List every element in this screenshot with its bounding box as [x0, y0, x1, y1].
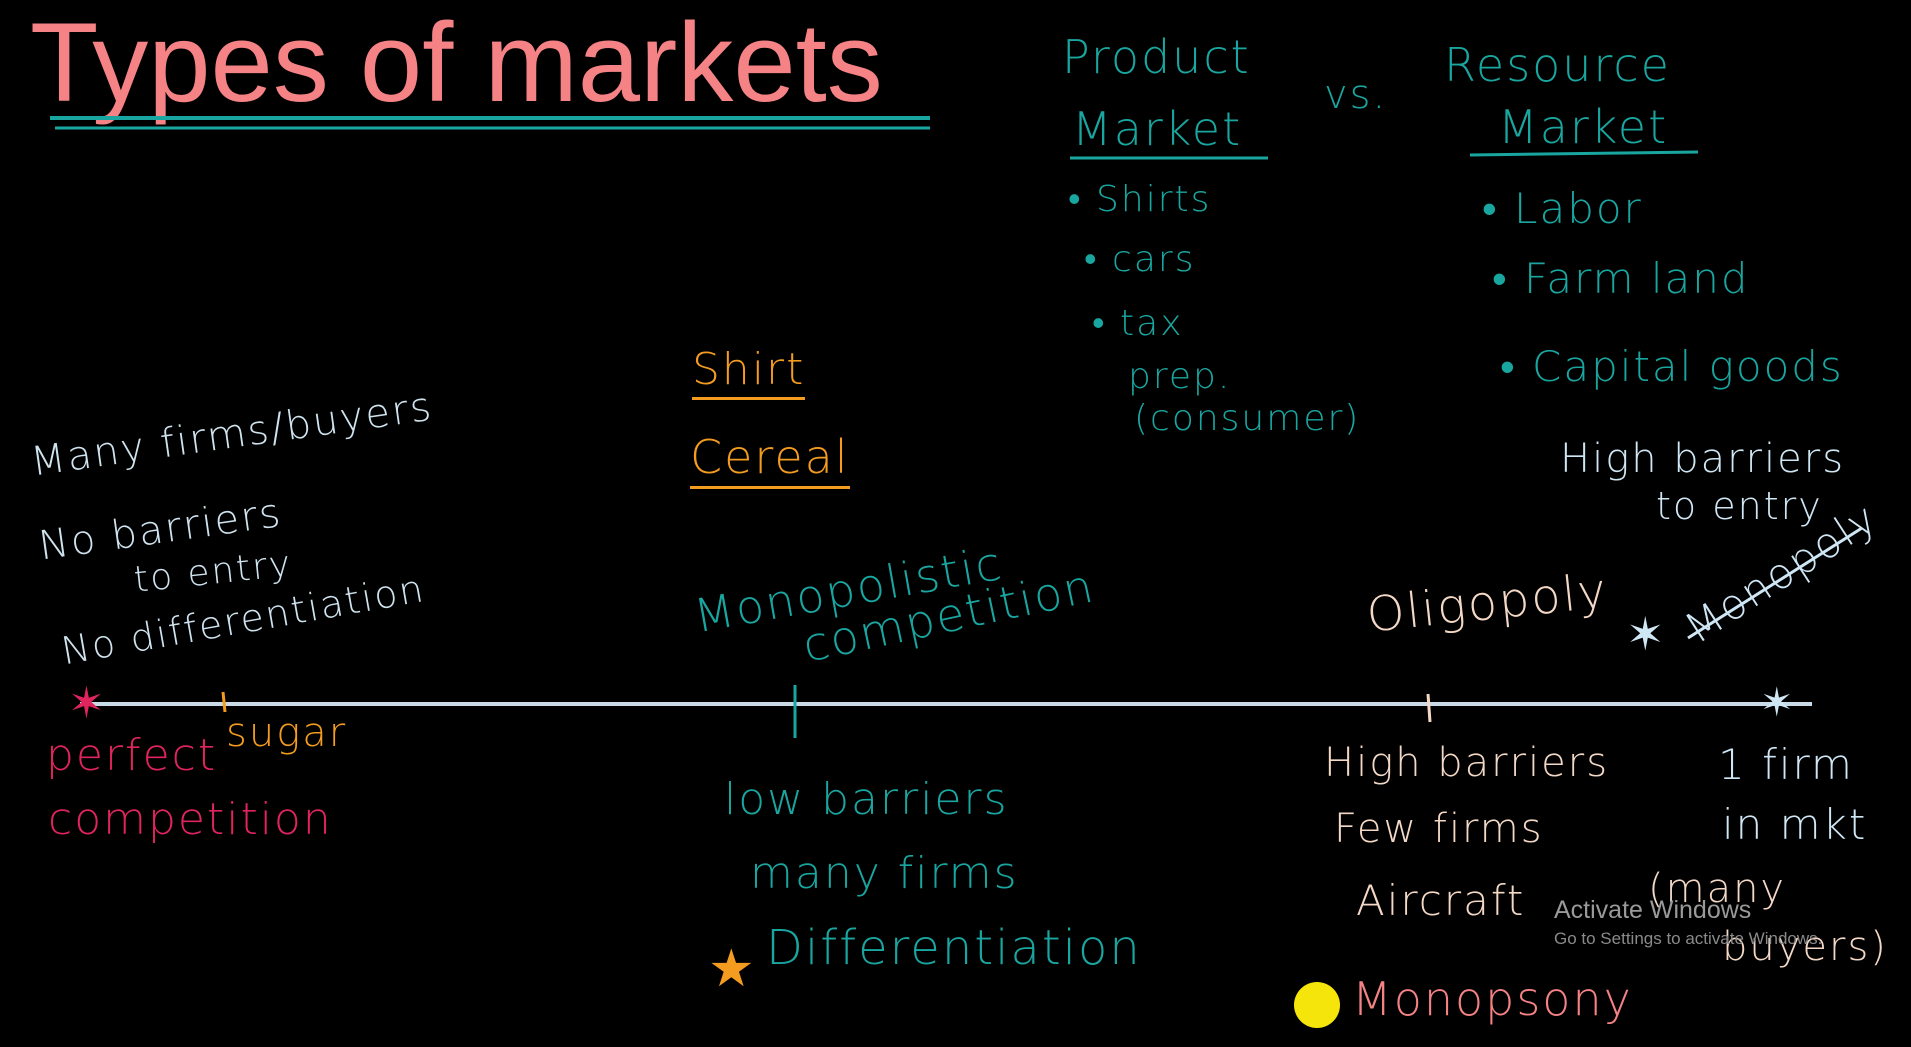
monopolistic-note-low-barriers: low barriers	[724, 774, 1009, 825]
star-monopoly-label-icon: ✶	[1626, 607, 1665, 661]
monopoly-note-1-firm: 1 firm	[1718, 740, 1854, 789]
product-item-consumer: (consumer)	[1134, 398, 1361, 439]
product-market-heading-1: Product	[1062, 30, 1251, 84]
resource-underline	[1469, 150, 1699, 157]
oligopoly-note-aircraft: Aircraft	[1356, 876, 1526, 925]
perfect-example-sugar: sugar	[226, 710, 348, 756]
star-differentiation-icon: ★	[708, 939, 755, 999]
monopolistic-note-differentiation: Differentiation	[766, 920, 1142, 976]
perfect-competition-label-1: perfect	[46, 730, 218, 781]
resource-market-heading-1: Resource	[1444, 38, 1671, 92]
star-perfect-competition-icon: ✶	[68, 678, 105, 729]
resource-market-heading-2: Market	[1498, 100, 1669, 154]
monopsony-dot-icon	[1294, 982, 1340, 1028]
oligopoly-note-high-barriers: High barriers	[1324, 740, 1610, 786]
oligopoly-note-few-firms: Few firms	[1334, 806, 1544, 852]
page-title: Types of markets	[30, 0, 883, 125]
tick-perfect-competition	[221, 691, 227, 713]
oligopoly-note-many: (many	[1648, 866, 1787, 912]
oligopoly-note-buyers: buyers)	[1722, 924, 1888, 970]
resource-item-farm-land: • Farm land	[1492, 254, 1750, 303]
product-market-heading-2: Market	[1072, 102, 1243, 156]
product-item-tax: • tax	[1092, 303, 1184, 344]
product-item-prep: prep.	[1128, 356, 1232, 397]
resource-item-capital-goods: • Capital goods	[1500, 342, 1844, 391]
vs-label: vs.	[1324, 72, 1388, 118]
product-item-shirts: • Shirts	[1068, 179, 1212, 220]
star-monopoly-axis-icon: ✶	[1760, 680, 1794, 726]
activate-windows-subtext: Go to Settings to activate Windows.	[1554, 929, 1823, 948]
activate-windows-watermark: Activate Windows	[1554, 896, 1752, 924]
resource-item-labor: • Labor	[1482, 184, 1643, 233]
example-shirt: Shirt	[692, 344, 806, 400]
perfect-competition-label-2: competition	[48, 794, 333, 845]
tick-oligopoly	[1426, 693, 1432, 723]
example-cereal: Cereal	[690, 430, 850, 489]
product-item-cars: • cars	[1084, 239, 1196, 280]
monopoly-note-in-mkt: in mkt	[1722, 800, 1868, 849]
monopoly-underline	[1687, 526, 1863, 640]
monopoly-note-to-entry: to entry	[1656, 484, 1823, 528]
monopsony-label: Monopsony	[1352, 972, 1633, 1026]
monopoly-note-high-barriers: High barriers	[1560, 436, 1846, 482]
monopolistic-note-many-firms: many firms	[750, 848, 1019, 899]
